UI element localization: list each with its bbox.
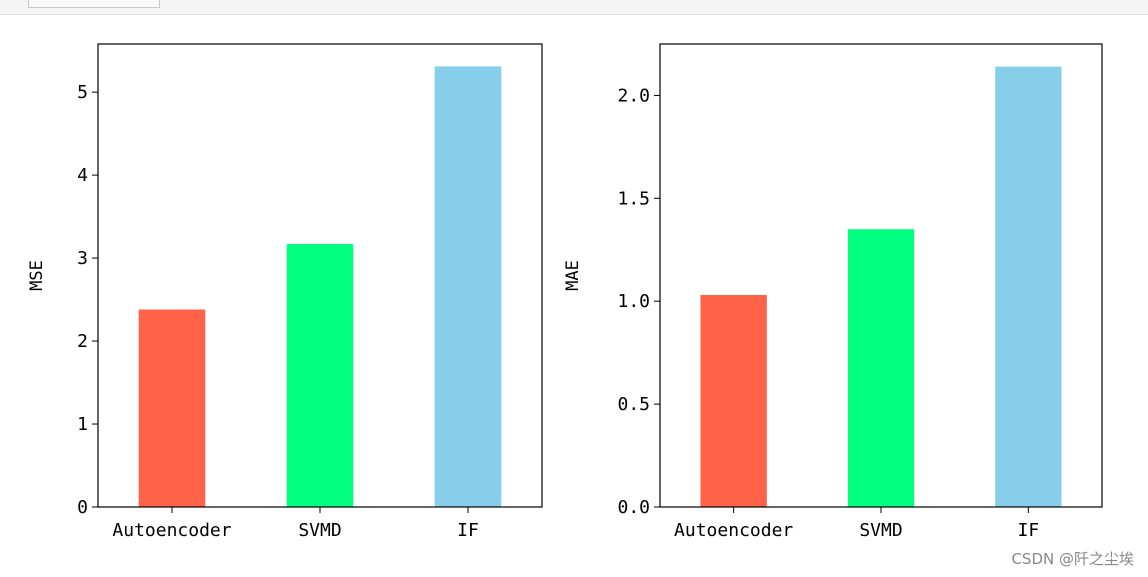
chart-2-x-tick-label: Autoencoder <box>674 520 793 541</box>
chart-2-bar-if <box>995 66 1062 507</box>
chart-2-x-tick-label: SVMD <box>859 520 902 541</box>
chart-1-y-tick-label: 3 <box>77 248 88 269</box>
chart-1-bar-autoencoder <box>138 309 206 507</box>
chart-1-x-tick-label: SVMD <box>298 520 341 541</box>
chart-1-bar-if <box>434 66 502 508</box>
chart-1-y-axis-title: MSE <box>27 260 47 291</box>
chart-1-y-tick-label: 5 <box>77 82 88 103</box>
output-cell-stub <box>28 0 160 8</box>
chart-2-y-axis-title: MAE <box>563 260 583 291</box>
chart-1-y-tick-label: 0 <box>77 497 88 518</box>
chart-1-group: 0 1 2 3 4 5 Autoencoder SVMD IF MSE <box>27 43 543 541</box>
chart-2-group: 0.0 0.5 1.0 1.5 2.0 Autoencoder SVMD IF MAE <box>563 43 1103 541</box>
chart-1-x-tick-label: Autoencoder <box>112 520 231 541</box>
chart-2-bar-svmd <box>847 229 915 507</box>
chart-2-y-tick-label: 0.5 <box>617 394 650 415</box>
chart-1-y-tick-label: 2 <box>77 331 88 352</box>
output-cell-top-strip <box>0 0 1148 15</box>
chart-2-bar-autoencoder <box>700 295 767 507</box>
chart-1-x-tick-label: IF <box>457 520 479 541</box>
chart-2-y-tick-label: 1.0 <box>617 291 650 312</box>
watermark-text: CSDN @阡之尘埃 <box>1011 550 1134 568</box>
chart-1-bar-svmd <box>286 244 354 507</box>
chart-1-y-tick-label: 1 <box>77 414 88 435</box>
chart-2-y-tick-label: 0.0 <box>617 497 650 518</box>
chart-2-x-tick-label: IF <box>1017 520 1039 541</box>
chart-2-y-tick-label: 2.0 <box>617 85 650 106</box>
chart-2-y-tick-label: 1.5 <box>617 188 650 209</box>
chart-1-y-tick-label: 4 <box>77 165 88 186</box>
